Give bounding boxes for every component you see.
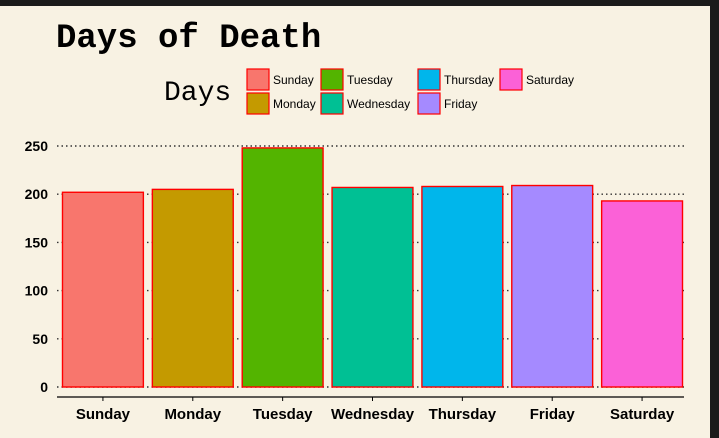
legend-label: Thursday	[444, 73, 494, 87]
legend-key-thursday	[417, 68, 441, 91]
chart-title: Days of Death	[56, 20, 321, 58]
x-tick-label: Saturday	[610, 406, 675, 423]
bar-monday	[151, 188, 234, 388]
legend-key-saturday	[499, 68, 523, 91]
x-axis: Sunday Monday Tuesday Wednesday Thursday Frid…	[57, 396, 684, 423]
legend-label: Monday	[273, 97, 316, 111]
bar-saturday	[600, 200, 684, 388]
x-tick-label: Tuesday	[253, 406, 313, 423]
y-tick-label: 250	[25, 138, 49, 154]
x-tick-label: Friday	[530, 406, 576, 423]
legend-label: Tuesday	[347, 73, 393, 87]
legend-key-monday	[246, 92, 270, 115]
legend-label: Sunday	[273, 73, 314, 87]
legend-key-friday	[417, 92, 441, 115]
y-axis: 0 50 100 150 200 250	[25, 138, 49, 395]
bar-chart: Days of Death Days Sunday Tuesday Thursday…	[25, 20, 684, 423]
chart-panel: Days of Death Days Sunday Tuesday Thursday…	[0, 6, 710, 438]
legend: Sunday Tuesday Thursday Saturday Monday Wedne…	[246, 68, 574, 115]
legend-key-sunday	[246, 68, 270, 91]
x-tick-label: Monday	[164, 406, 221, 423]
x-tick-label: Thursday	[429, 406, 497, 423]
legend-key-tuesday	[320, 68, 344, 91]
y-tick-label: 200	[25, 186, 49, 202]
legend-title: Days	[164, 78, 231, 109]
bar-friday	[511, 184, 594, 388]
x-tick-label: Wednesday	[331, 406, 415, 423]
x-tick-label: Sunday	[76, 406, 131, 423]
legend-label: Friday	[444, 97, 477, 111]
legend-key-wednesday	[320, 92, 344, 115]
y-tick-label: 100	[25, 283, 49, 299]
bar-thursday	[421, 185, 504, 388]
bar-sunday	[61, 191, 145, 388]
y-tick-label: 0	[40, 379, 48, 395]
y-tick-label: 50	[32, 331, 48, 347]
legend-label: Wednesday	[347, 97, 410, 111]
bar-tuesday	[241, 147, 324, 388]
bars	[61, 147, 684, 388]
bar-wednesday	[331, 186, 414, 388]
legend-label: Saturday	[526, 73, 574, 87]
y-tick-label: 150	[25, 234, 49, 250]
